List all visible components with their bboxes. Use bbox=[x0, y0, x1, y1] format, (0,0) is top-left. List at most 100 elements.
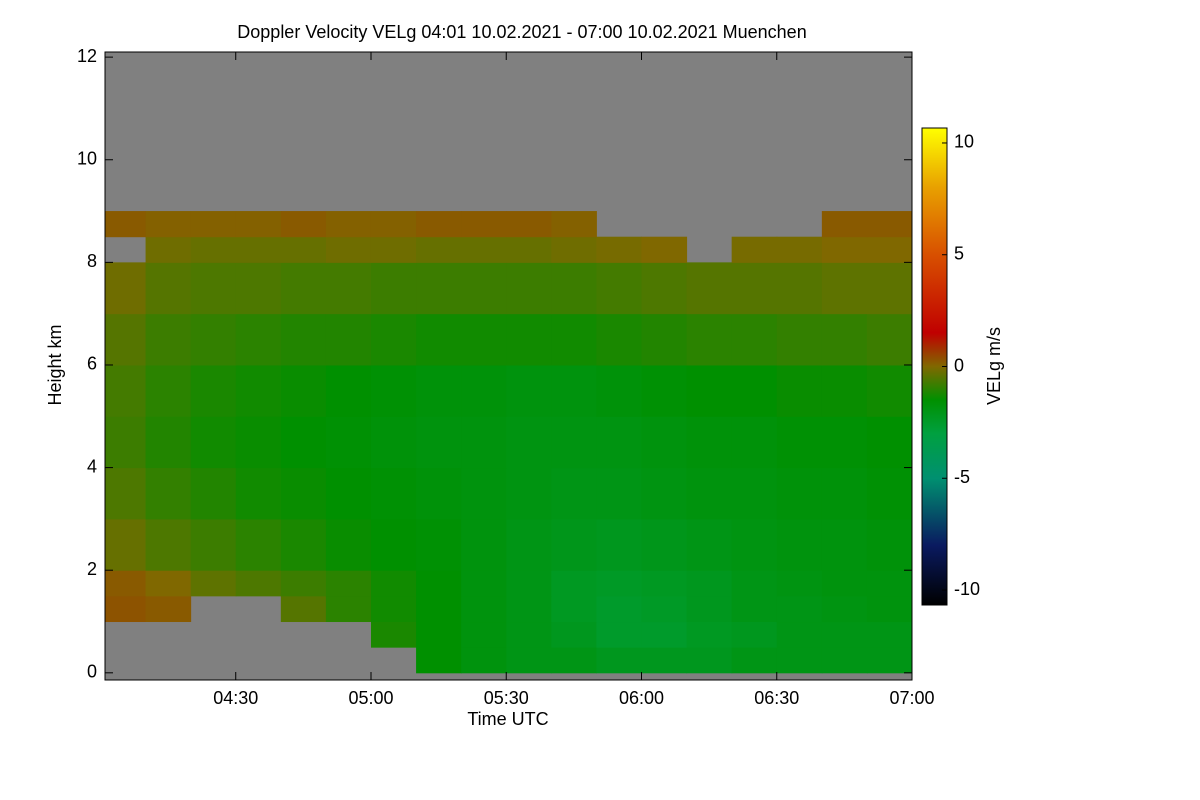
heatmap-cell bbox=[821, 313, 868, 366]
heatmap-cell bbox=[506, 595, 552, 623]
heatmap-cell bbox=[325, 570, 372, 597]
heatmap-cell bbox=[325, 416, 372, 469]
heatmap-cell bbox=[506, 236, 552, 263]
heatmap-cell bbox=[866, 313, 913, 366]
heatmap-cell bbox=[866, 416, 913, 469]
heatmap-cell bbox=[551, 518, 597, 571]
colorbar-tick-label: 10 bbox=[954, 132, 974, 152]
colorbar-tick-label: -10 bbox=[954, 579, 980, 599]
heatmap-cell bbox=[506, 570, 552, 597]
heatmap-cell bbox=[821, 236, 868, 263]
heatmap-cell bbox=[280, 467, 327, 520]
heatmap-cell bbox=[105, 467, 147, 520]
heatmap-cell bbox=[461, 416, 507, 469]
heatmap-cell bbox=[641, 364, 688, 417]
colorbar-tick-label: 5 bbox=[954, 243, 964, 263]
colorbar-label: VELg m/s bbox=[984, 327, 1004, 405]
heatmap-cell bbox=[190, 570, 237, 597]
heatmap-cell bbox=[190, 416, 237, 469]
heatmap-cell bbox=[821, 570, 868, 597]
heatmap-cell bbox=[190, 467, 237, 520]
heatmap-cell bbox=[821, 467, 868, 520]
chart-title: Doppler Velocity VELg 04:01 10.02.2021 -… bbox=[237, 22, 806, 42]
heatmap-cell bbox=[731, 313, 778, 366]
heatmap-cell bbox=[776, 416, 823, 469]
heatmap-cell bbox=[370, 262, 417, 315]
heatmap-cell bbox=[370, 364, 417, 417]
heatmap-cell bbox=[145, 236, 192, 263]
heatmap-cell bbox=[280, 262, 327, 315]
heatmap-cell bbox=[596, 236, 642, 263]
heatmap-cell bbox=[105, 262, 147, 315]
heatmap-cell bbox=[325, 595, 372, 623]
heatmap-cell bbox=[105, 364, 147, 417]
heatmap-cell bbox=[370, 570, 417, 597]
heatmap-cell bbox=[105, 313, 147, 366]
heatmap-cell bbox=[461, 570, 507, 597]
heatmap-cell bbox=[325, 518, 372, 571]
heatmap-cell bbox=[866, 236, 913, 263]
heatmap-cell bbox=[596, 313, 642, 366]
heatmap-cell bbox=[686, 364, 733, 417]
heatmap-cell bbox=[235, 518, 282, 571]
heatmap-cell bbox=[506, 621, 552, 648]
heatmap-cell bbox=[416, 416, 462, 469]
heatmap-cell bbox=[596, 595, 642, 623]
heatmap-cell bbox=[145, 467, 192, 520]
heatmap-cell bbox=[280, 416, 327, 469]
heatmap-cell bbox=[325, 262, 372, 315]
heatmap-cell bbox=[551, 211, 597, 238]
heatmap-cell bbox=[731, 518, 778, 571]
x-axis-label: Time UTC bbox=[467, 709, 548, 729]
heatmap-cell bbox=[416, 364, 462, 417]
heatmap-cell bbox=[821, 262, 868, 315]
heatmap-cell bbox=[280, 518, 327, 571]
colorbar-tick-label: -5 bbox=[954, 467, 970, 487]
heatmap-cell bbox=[190, 236, 237, 263]
heatmap-cell bbox=[145, 570, 192, 597]
heatmap-cell bbox=[325, 364, 372, 417]
heatmap-cell bbox=[866, 364, 913, 417]
heatmap-cell bbox=[235, 236, 282, 263]
y-tick-label: 12 bbox=[77, 46, 97, 66]
heatmap-cell bbox=[866, 518, 913, 571]
heatmap-cell bbox=[551, 467, 597, 520]
heatmap-cell bbox=[551, 621, 597, 648]
heatmap-cell bbox=[731, 570, 778, 597]
heatmap-cell bbox=[551, 595, 597, 623]
plot-frame bbox=[104, 51, 913, 681]
y-tick-label: 4 bbox=[87, 456, 97, 476]
heatmap-cell bbox=[506, 647, 552, 674]
y-tick-label: 6 bbox=[87, 354, 97, 374]
heatmap-cell bbox=[686, 570, 733, 597]
heatmap-cell bbox=[416, 595, 462, 623]
heatmap-cell bbox=[461, 621, 507, 648]
heatmap-cell bbox=[821, 518, 868, 571]
heatmap-cell bbox=[641, 236, 688, 263]
heatmap-cell bbox=[821, 621, 868, 648]
heatmap-cell bbox=[280, 211, 327, 238]
heatmap-cell bbox=[105, 518, 147, 571]
heatmap-cell bbox=[325, 211, 372, 238]
heatmap-cell bbox=[461, 211, 507, 238]
heatmap-cell bbox=[190, 518, 237, 571]
heatmap-cell bbox=[506, 518, 552, 571]
heatmap-cell bbox=[461, 262, 507, 315]
heatmap-cell bbox=[731, 236, 778, 263]
heatmap-cell bbox=[105, 570, 147, 597]
heatmap-cell bbox=[416, 313, 462, 366]
heatmap-cell bbox=[235, 416, 282, 469]
heatmap-cell bbox=[416, 621, 462, 648]
heatmap-cell bbox=[551, 416, 597, 469]
heatmap-cell bbox=[416, 647, 462, 674]
heatmap-cell bbox=[370, 518, 417, 571]
heatmap-cell bbox=[686, 518, 733, 571]
heatmap-cell bbox=[686, 595, 733, 623]
heatmap-cell bbox=[641, 313, 688, 366]
heatmap-cell bbox=[686, 313, 733, 366]
heatmap-cell bbox=[145, 518, 192, 571]
heatmap-cell bbox=[145, 211, 192, 238]
heatmap-cell bbox=[416, 211, 462, 238]
heatmap-cell bbox=[731, 595, 778, 623]
heatmap-cell bbox=[821, 647, 868, 674]
